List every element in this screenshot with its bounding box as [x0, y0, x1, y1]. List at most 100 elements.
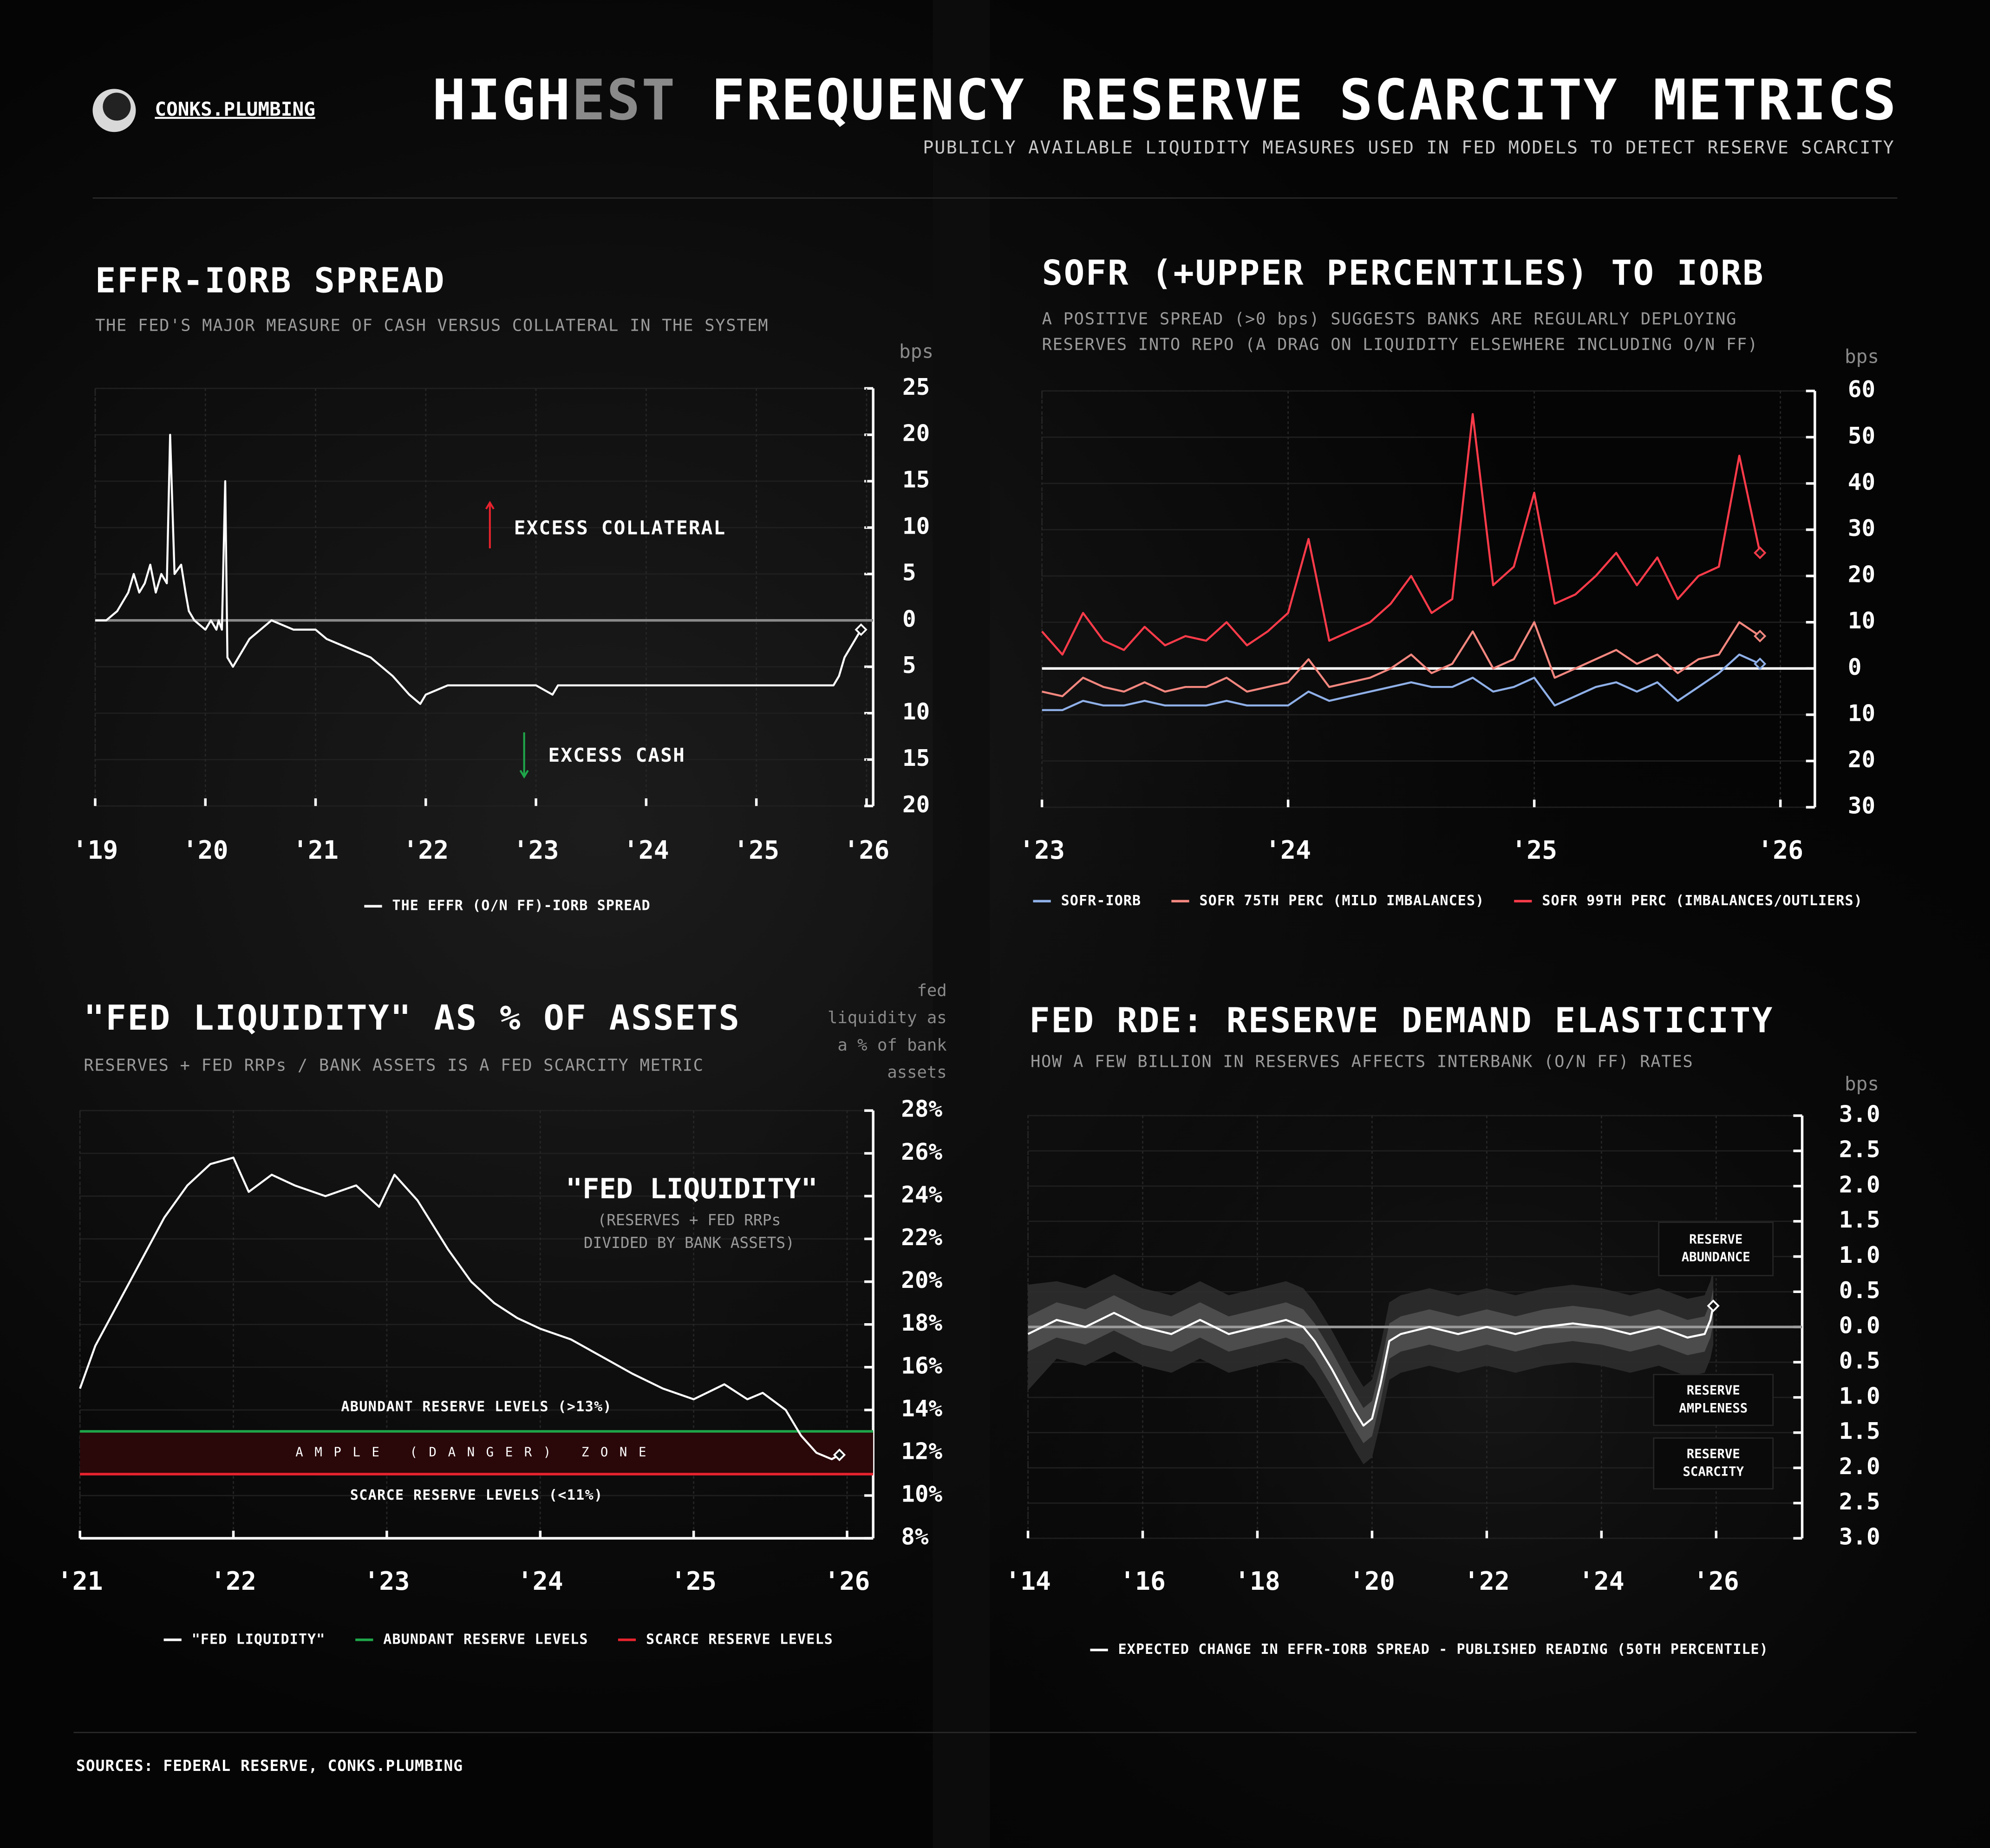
- chart-subtitle: RESERVES INTO REPO (A DRAG ON LIQUIDITY …: [1042, 335, 1758, 354]
- y-axis-title: fed: [917, 981, 946, 1000]
- y-unit: bps: [899, 340, 933, 363]
- chart-panel: "FED LIQUIDITY" AS % OF ASSETS RESERVES +…: [57, 981, 947, 1647]
- chart-title: EFFR-IORB SPREAD: [95, 261, 445, 300]
- x-tick-label: '26: [844, 835, 890, 865]
- x-tick-label: '26: [1693, 1566, 1739, 1596]
- y-tick-label: 60: [1848, 376, 1875, 403]
- y-tick-label: 16%: [901, 1352, 942, 1379]
- y-tick-label: 12%: [901, 1437, 942, 1464]
- y-tick-label: 0.5: [1839, 1277, 1880, 1304]
- y-tick-label: 2.5: [1839, 1488, 1880, 1515]
- y-tick-label: 1.0: [1839, 1382, 1880, 1409]
- x-tick-label: '19: [72, 835, 118, 865]
- y-tick-label: 0: [1848, 653, 1862, 680]
- zone-label: AMPLE (DANGER) ZONE: [295, 1445, 658, 1459]
- y-tick-label: 10: [902, 512, 930, 539]
- y-tick-label: 15: [902, 466, 930, 493]
- y-tick-label: 2.0: [1839, 1171, 1880, 1198]
- main-title: HIGHEST FREQUENCY RESERVE SCARCITY METRI…: [432, 68, 1897, 133]
- y-tick-label: 0.5: [1839, 1347, 1880, 1374]
- x-tick-label: '21: [293, 835, 339, 865]
- annotation-box: [1658, 1221, 1774, 1276]
- end-marker: [1754, 657, 1767, 670]
- legend-label: THE EFFR (O/N FF)-IORB SPREAD: [392, 898, 650, 914]
- end-marker: [833, 1448, 846, 1462]
- y-tick-label: 20: [1848, 746, 1875, 773]
- y-unit: bps: [1845, 1073, 1879, 1095]
- y-tick-label: 0: [902, 605, 916, 632]
- x-tick-label: '22: [210, 1566, 256, 1596]
- annotation-title: "FED LIQUIDITY": [566, 1173, 818, 1205]
- series-line: [1042, 653, 1761, 712]
- x-tick-label: '23: [1019, 835, 1065, 865]
- y-tick-label: 10: [1848, 699, 1875, 726]
- annotation: EXCESS CASH: [548, 744, 685, 766]
- x-tick-label: '22: [1464, 1566, 1510, 1596]
- x-tick-label: '25: [1511, 835, 1557, 865]
- legend-label: ABUNDANT RESERVE LEVELS: [383, 1631, 588, 1647]
- y-tick-label: 14%: [901, 1395, 942, 1422]
- y-tick-label: 2.5: [1839, 1136, 1880, 1162]
- x-tick-label: '25: [671, 1566, 717, 1596]
- title-part: HIGH: [432, 68, 571, 133]
- series-line: [1041, 413, 1761, 656]
- y-tick-label: 22%: [901, 1224, 942, 1251]
- chart-title: "FED LIQUIDITY" AS % OF ASSETS: [84, 999, 740, 1038]
- y-tick-label: 30: [1848, 792, 1875, 819]
- x-tick-label: '21: [57, 1566, 103, 1596]
- series-line: [1042, 621, 1761, 698]
- series-line: [1027, 1306, 1715, 1427]
- chart-subtitle: THE FED'S MAJOR MEASURE OF CASH VERSUS C…: [95, 316, 769, 335]
- y-tick-label: 20: [902, 791, 930, 818]
- legend-label: "FED LIQUIDITY": [192, 1631, 326, 1647]
- y-tick-label: 2.0: [1839, 1453, 1880, 1480]
- annotation-box-text: SCARCITY: [1683, 1465, 1744, 1479]
- annotation-arrowhead: [519, 770, 529, 779]
- annotation-arrowhead: [485, 501, 495, 509]
- y-tick-label: 26%: [901, 1138, 942, 1165]
- x-tick-label: '18: [1234, 1566, 1280, 1596]
- chart-subtitle: HOW A FEW BILLION IN RESERVES AFFECTS IN…: [1031, 1052, 1693, 1071]
- main-subtitle: PUBLICLY AVAILABLE LIQUIDITY MEASURES US…: [923, 137, 1895, 158]
- y-unit: bps: [1845, 346, 1879, 368]
- x-tick-label: '24: [1579, 1566, 1625, 1596]
- chart-panel: FED RDE: RESERVE DEMAND ELASTICITY HOW A …: [1005, 1001, 1880, 1658]
- chart-title: FED RDE: RESERVE DEMAND ELASTICITY: [1029, 1001, 1774, 1041]
- legend-label: SOFR 99TH PERC (IMBALANCES/OUTLIERS): [1542, 893, 1863, 909]
- x-tick-label: '23: [364, 1566, 410, 1596]
- annotation-text: DIVIDED BY BANK ASSETS): [584, 1234, 795, 1252]
- y-tick-label: 15: [902, 744, 930, 771]
- x-tick-label: '16: [1120, 1566, 1166, 1596]
- y-tick-label: 50: [1848, 422, 1875, 449]
- annotation-box: [1653, 1374, 1774, 1426]
- y-tick-label: 28%: [901, 1096, 942, 1123]
- x-tick-label: '20: [183, 835, 228, 865]
- series-line: [79, 1156, 840, 1460]
- annotation-box-text: AMPLENESS: [1679, 1401, 1748, 1416]
- y-tick-label: 10: [902, 698, 930, 725]
- title-part: EST: [572, 68, 676, 133]
- end-marker: [855, 623, 868, 636]
- y-tick-label: 24%: [901, 1181, 942, 1208]
- chart-title: SOFR (+UPPER PERCENTILES) TO IORB: [1042, 254, 1765, 293]
- y-axis-title: assets: [887, 1063, 946, 1082]
- y-tick-label: 20%: [901, 1267, 942, 1293]
- annotation: EXCESS COLLATERAL: [514, 517, 726, 539]
- chart-panel: SOFR (+UPPER PERCENTILES) TO IORB A POSIT…: [1019, 254, 1879, 909]
- y-tick-label: 10: [1848, 607, 1875, 634]
- annotation-box-text: RESERVE: [1689, 1232, 1742, 1247]
- x-tick-label: '14: [1005, 1566, 1051, 1596]
- end-marker: [1754, 546, 1767, 559]
- x-tick-label: '20: [1349, 1566, 1395, 1596]
- x-tick-label: '26: [824, 1566, 870, 1596]
- y-tick-label: 0.0: [1839, 1312, 1880, 1339]
- series-line: [95, 433, 862, 705]
- x-tick-label: '24: [517, 1566, 563, 1596]
- legend-label: EXPECTED CHANGE IN EFFR-IORB SPREAD - PU…: [1118, 1641, 1768, 1658]
- y-tick-label: 30: [1848, 515, 1875, 542]
- y-tick-label: 3.0: [1839, 1101, 1880, 1128]
- y-tick-label: 1.5: [1839, 1417, 1880, 1444]
